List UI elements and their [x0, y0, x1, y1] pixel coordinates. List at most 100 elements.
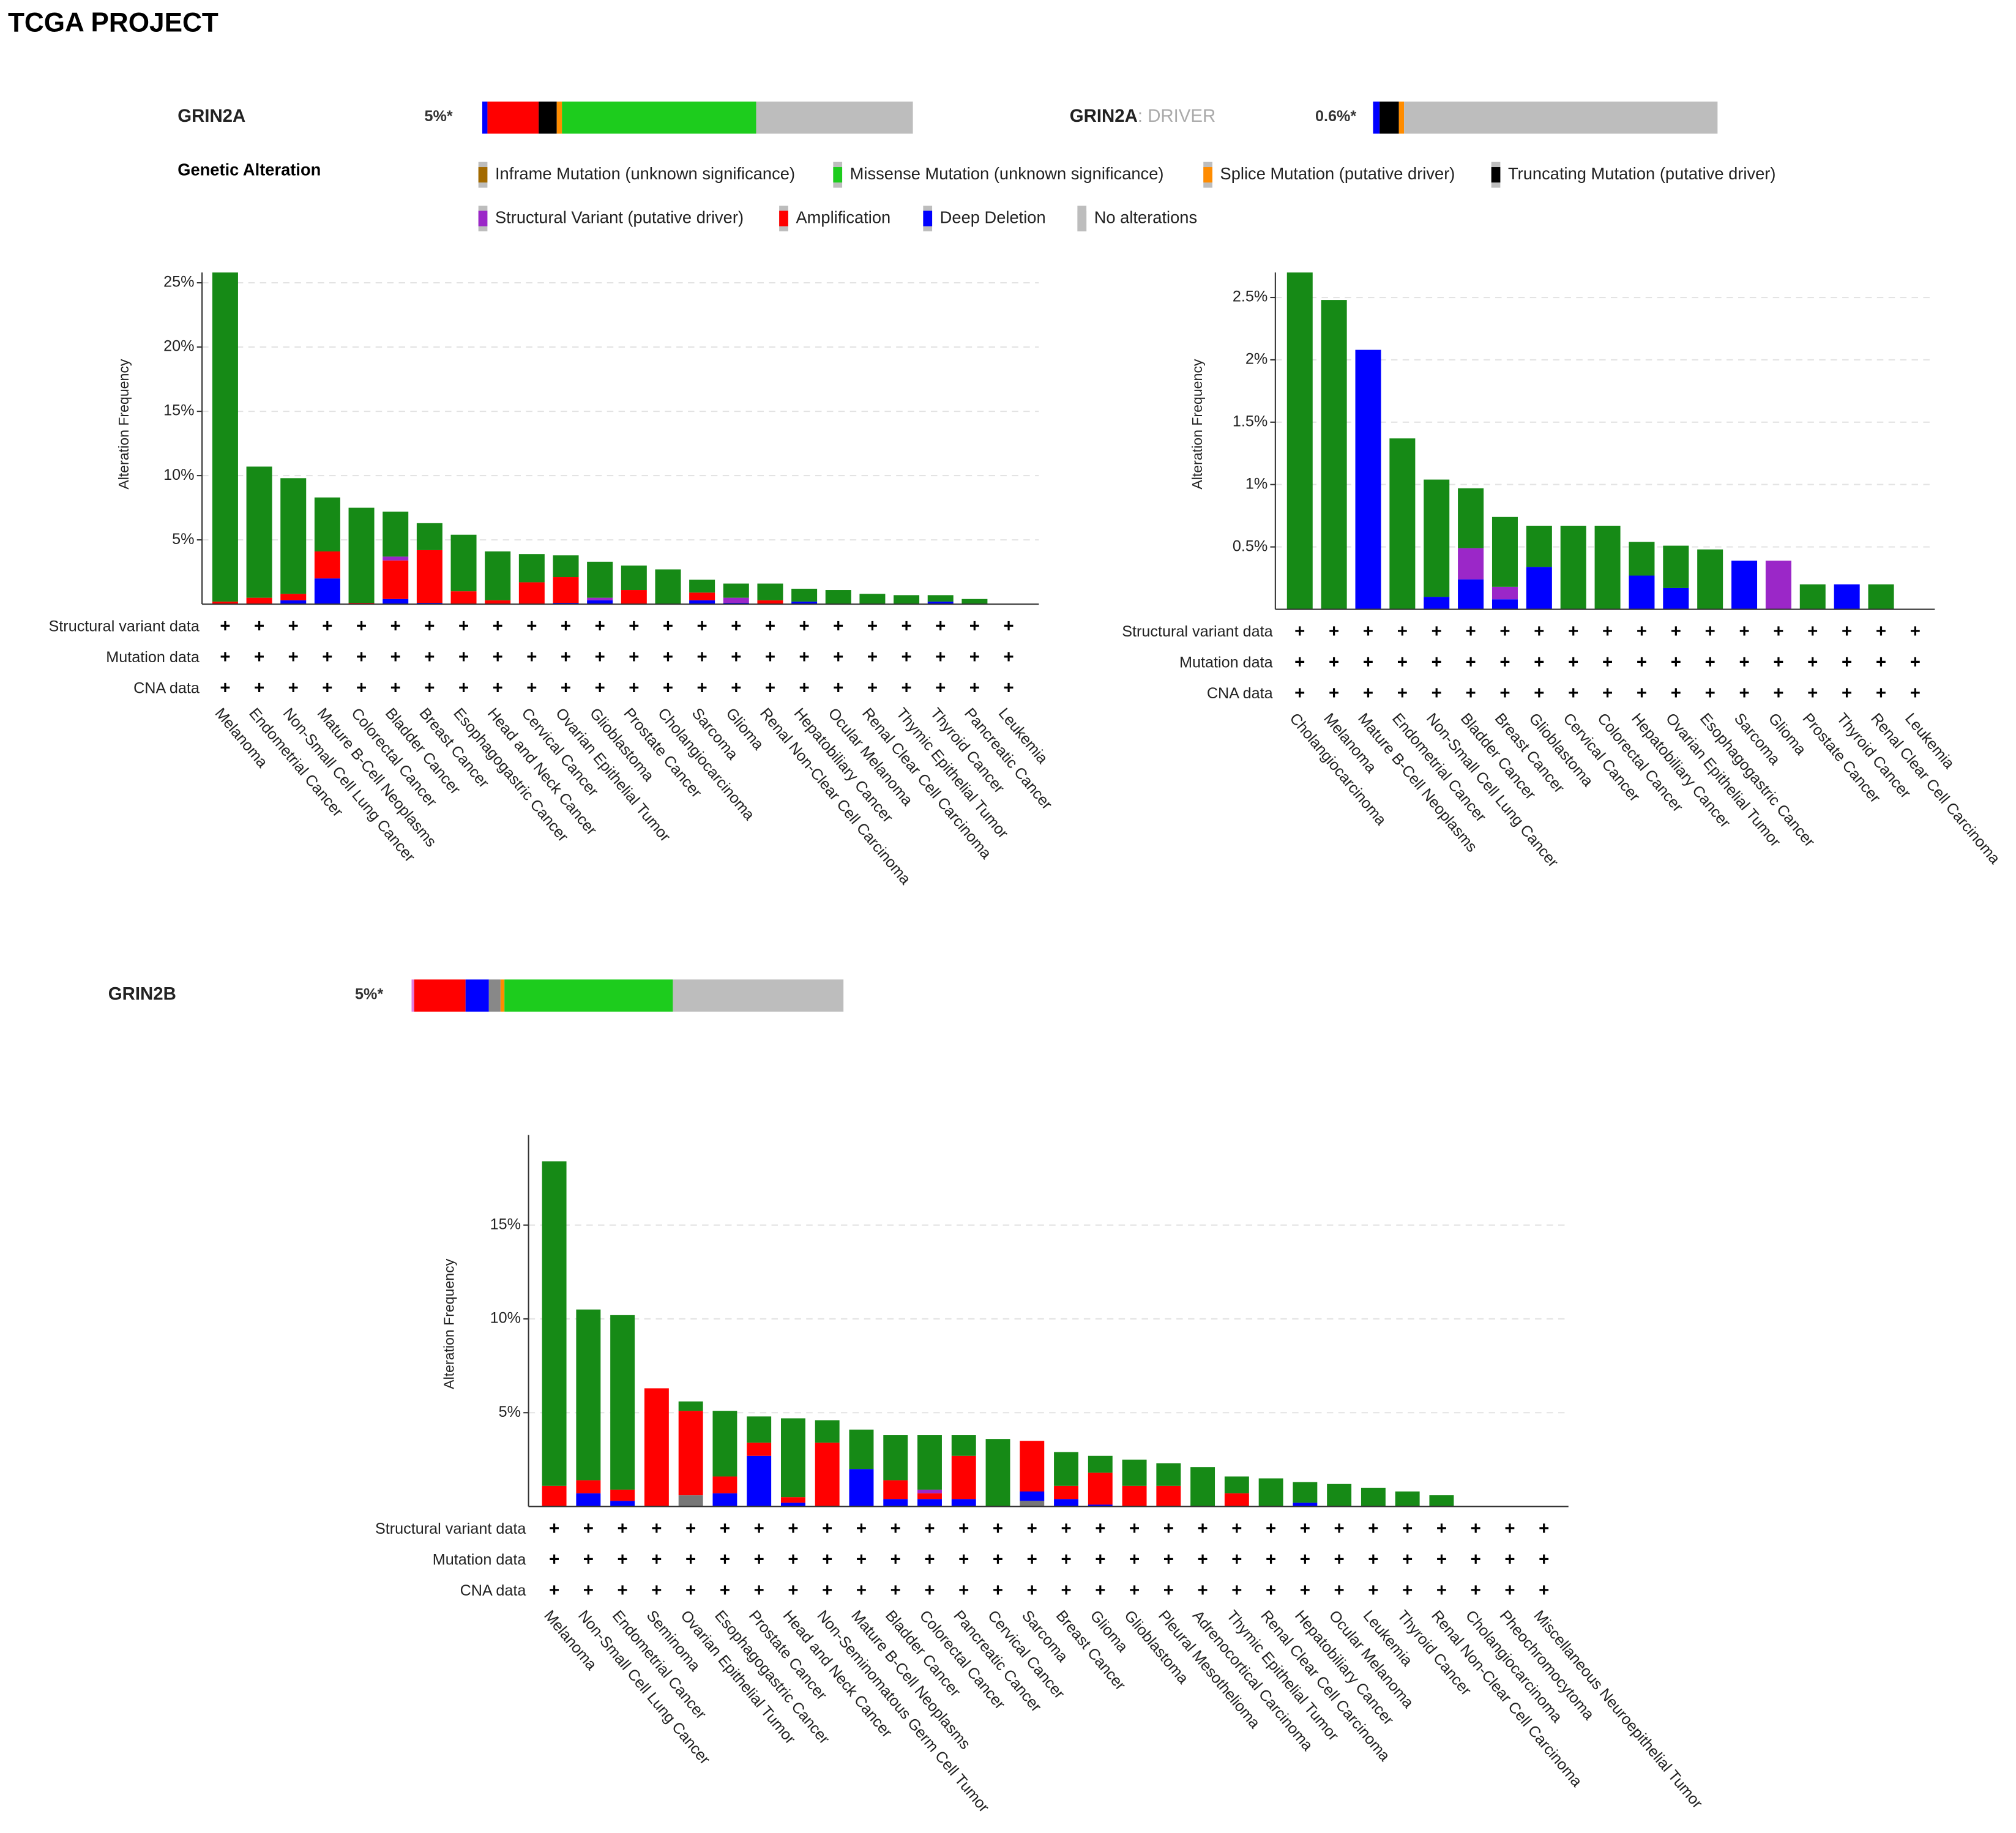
profiled-mark: + — [697, 647, 707, 667]
bar-segment — [917, 1493, 942, 1499]
profiled-mark: + — [993, 1518, 1003, 1539]
y-tick-label: 10% — [490, 1310, 521, 1327]
track-segment — [1379, 101, 1399, 134]
profiled-mark: + — [901, 678, 911, 698]
profiled-mark: + — [731, 616, 741, 637]
profiled-mark: + — [833, 647, 843, 667]
profiled-mark: + — [1027, 1580, 1037, 1600]
profiled-mark: + — [731, 647, 741, 667]
profiled-mark: + — [765, 616, 775, 637]
profiled-mark: + — [958, 1518, 969, 1539]
profiled-mark: + — [1842, 683, 1852, 703]
profiled-mark: + — [720, 1518, 730, 1539]
profiled-mark: + — [799, 647, 810, 667]
bar-segment — [780, 1503, 805, 1507]
bar-segment — [780, 1497, 805, 1503]
profiled-mark: + — [935, 647, 946, 667]
bar-segment — [383, 556, 409, 561]
profiled-mark: + — [1368, 1580, 1378, 1600]
profiled-mark: + — [583, 1550, 594, 1570]
gene-label: GRIN2A: DRIVER — [1070, 106, 1215, 126]
bar-segment — [917, 1489, 942, 1494]
profiled-mark: + — [1231, 1550, 1242, 1570]
bar-segment — [1361, 1487, 1386, 1507]
track-segment — [539, 101, 557, 134]
profiled-mark: + — [526, 678, 537, 698]
bar-segment — [883, 1499, 908, 1507]
profiled-mark: + — [1739, 652, 1749, 673]
bar-segment — [1156, 1463, 1181, 1486]
profiled-mark: + — [549, 1580, 559, 1600]
profiled-mark: + — [1705, 683, 1715, 703]
y-tick-label: 2.5% — [1233, 288, 1267, 305]
profiled-mark: + — [1499, 683, 1510, 703]
bar-segment — [655, 569, 681, 605]
bar-segment — [1663, 545, 1689, 588]
bar-segment — [1458, 579, 1484, 610]
bar-segment — [576, 1309, 601, 1480]
profiled-mark: + — [1129, 1580, 1140, 1600]
profiled-mark: + — [526, 616, 537, 637]
bar-segment — [951, 1455, 976, 1499]
bar-segment — [815, 1443, 840, 1507]
bar-segment — [1224, 1493, 1249, 1507]
profiled-mark: + — [1637, 621, 1647, 641]
bar-segment — [757, 600, 783, 605]
profiled-mark: + — [1842, 621, 1852, 641]
bar-segment — [416, 523, 442, 550]
profiled-mark: + — [958, 1580, 969, 1600]
bar-segment — [450, 534, 477, 592]
bar-segment — [314, 497, 340, 552]
bar-segment — [280, 600, 307, 605]
profiled-mark: + — [458, 647, 469, 667]
bar-segment — [518, 554, 545, 583]
profiled-mark: + — [1095, 1580, 1105, 1600]
bar-segment — [1424, 597, 1450, 610]
profiled-mark: + — [1637, 683, 1647, 703]
bar-segment — [961, 599, 988, 605]
legend-label: Inframe Mutation (unknown significance) — [495, 164, 795, 183]
bar-segment — [1293, 1482, 1318, 1503]
row-label: CNA data — [460, 1582, 527, 1599]
profiled-mark: + — [1397, 683, 1408, 703]
profiled-mark: + — [1534, 652, 1544, 673]
gene-label: GRIN2B — [108, 984, 176, 1004]
profiled-mark: + — [322, 678, 332, 698]
profiled-mark: + — [1436, 1518, 1447, 1539]
profiled-mark: + — [595, 647, 605, 667]
bar-segment — [951, 1499, 976, 1507]
row-label: Mutation data — [106, 649, 200, 666]
profiled-mark: + — [1671, 621, 1681, 641]
bar-segment — [712, 1493, 737, 1507]
bar-segment — [689, 592, 715, 600]
profiled-mark: + — [890, 1550, 901, 1570]
profiled-mark: + — [1231, 1580, 1242, 1600]
profiled-mark: + — [765, 647, 775, 667]
profiled-mark: + — [1397, 621, 1408, 641]
profiled-mark: + — [754, 1550, 764, 1570]
profiled-mark: + — [731, 678, 741, 698]
bar-segment — [1054, 1452, 1078, 1486]
legend-swatch — [478, 211, 488, 226]
bar-segment — [1629, 575, 1655, 610]
bar-segment — [927, 601, 954, 605]
bar-segment — [485, 551, 511, 600]
profiled-mark: + — [1773, 652, 1783, 673]
gene-suffix: : DRIVER — [1138, 106, 1215, 126]
bar-segment — [383, 511, 409, 557]
profiled-mark: + — [1602, 621, 1613, 641]
bar-segment — [1355, 349, 1381, 610]
profiled-mark: + — [1334, 1550, 1345, 1570]
profiled-mark: + — [1466, 683, 1476, 703]
bar-segment — [1429, 1495, 1454, 1507]
profiled-mark: + — [1471, 1550, 1481, 1570]
bar-segment — [1458, 548, 1484, 580]
profiled-mark: + — [1436, 1550, 1447, 1570]
profiled-mark: + — [526, 647, 537, 667]
bar-segment — [1765, 561, 1791, 610]
profiled-mark: + — [288, 678, 299, 698]
bar-segment — [587, 600, 613, 605]
track-segment — [562, 101, 756, 134]
profiled-mark: + — [1807, 652, 1818, 673]
bar-segment — [712, 1411, 737, 1477]
